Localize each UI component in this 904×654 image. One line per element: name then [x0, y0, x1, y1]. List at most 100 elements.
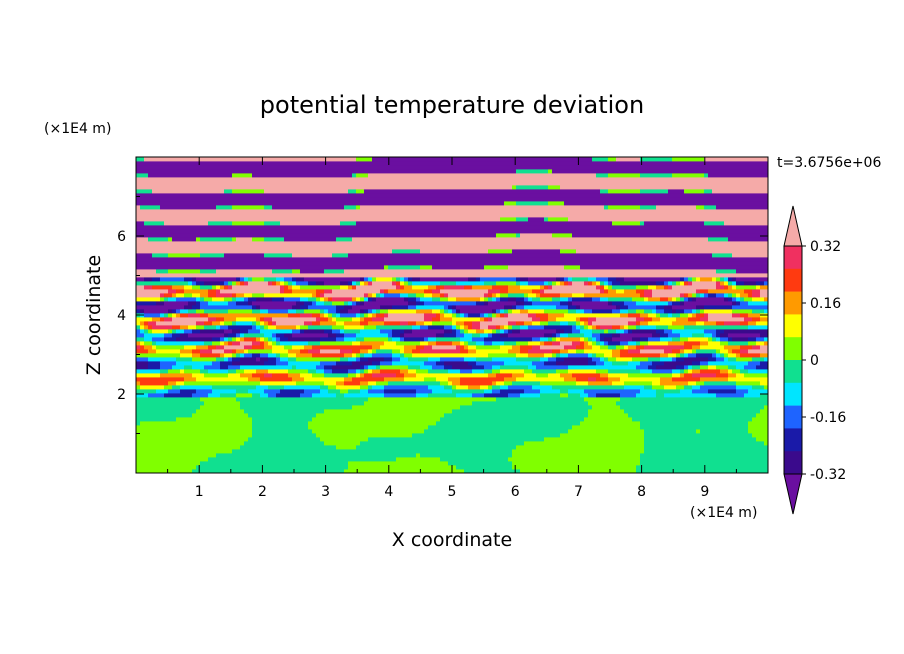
- field-cell: [256, 337, 261, 342]
- field-cell: [220, 341, 225, 346]
- field-cell: [192, 305, 197, 310]
- field-cell: [324, 461, 329, 466]
- field-cell: [148, 349, 153, 354]
- field-cell: [248, 365, 253, 370]
- field-cell: [240, 349, 245, 354]
- field-cell: [228, 465, 233, 470]
- field-cell: [292, 325, 297, 330]
- field-cell: [176, 257, 181, 262]
- field-cell: [376, 469, 381, 473]
- field-cell: [252, 285, 257, 290]
- field-cell: [308, 373, 313, 378]
- field-cell: [240, 257, 245, 262]
- field-cell: [260, 405, 265, 410]
- field-cell: [272, 341, 277, 346]
- field-cell: [244, 425, 249, 430]
- field-cell: [308, 229, 313, 234]
- field-cell: [140, 453, 145, 458]
- field-cell: [300, 429, 305, 434]
- field-cell: [380, 357, 385, 362]
- field-cell: [300, 281, 305, 286]
- field-cell: [268, 445, 273, 450]
- field-cell: [200, 185, 205, 190]
- field-cell: [216, 257, 221, 262]
- field-cell: [360, 381, 365, 386]
- field-cell: [372, 345, 377, 350]
- field-cell: [248, 297, 253, 302]
- field-cell: [328, 157, 333, 162]
- field-cell: [236, 369, 241, 374]
- field-cell: [256, 277, 261, 282]
- field-cell: [172, 257, 177, 262]
- field-cell: [260, 209, 265, 214]
- field-cell: [276, 265, 281, 270]
- field-cell: [208, 413, 213, 418]
- field-cell: [260, 217, 265, 222]
- field-cell: [388, 457, 393, 462]
- field-cell: [356, 229, 361, 234]
- field-cell: [196, 157, 201, 162]
- field-cell: [228, 309, 233, 314]
- field-cell: [260, 361, 265, 366]
- field-cell: [252, 405, 257, 410]
- field-cell: [376, 273, 381, 278]
- field-cell: [296, 213, 301, 218]
- field-cell: [268, 297, 273, 302]
- field-cell: [216, 309, 221, 314]
- field-cell: [272, 433, 277, 438]
- field-cell: [160, 369, 165, 374]
- field-cell: [156, 169, 161, 174]
- field-cell: [244, 461, 249, 466]
- field-cell: [292, 393, 297, 398]
- field-cell: [208, 377, 213, 382]
- field-cell: [368, 301, 373, 306]
- field-cell: [288, 369, 293, 374]
- field-cell: [384, 253, 389, 258]
- field-cell: [272, 189, 277, 194]
- field-cell: [292, 201, 297, 206]
- field-cell: [356, 189, 361, 194]
- field-cell: [368, 321, 373, 326]
- field-cell: [380, 429, 385, 434]
- field-cell: [228, 429, 233, 434]
- field-cell: [204, 193, 209, 198]
- field-cell: [160, 353, 165, 358]
- field-cell: [292, 165, 297, 170]
- field-cell: [204, 345, 209, 350]
- field-cell: [144, 357, 149, 362]
- field-cell: [360, 437, 365, 442]
- field-cell: [196, 293, 201, 298]
- field-cell: [204, 469, 209, 473]
- field-cell: [148, 409, 153, 414]
- field-cell: [216, 313, 221, 318]
- field-cell: [276, 289, 281, 294]
- field-cell: [356, 277, 361, 282]
- field-cell: [312, 341, 317, 346]
- field-cell: [192, 233, 197, 238]
- field-cell: [220, 273, 225, 278]
- field-cell: [148, 261, 153, 266]
- field-cell: [240, 169, 245, 174]
- field-cell: [284, 349, 289, 354]
- field-cell: [304, 385, 309, 390]
- field-cell: [272, 333, 277, 338]
- field-cell: [272, 181, 277, 186]
- field-cell: [152, 381, 157, 386]
- field-cell: [372, 385, 377, 390]
- field-cell: [244, 441, 249, 446]
- field-cell: [304, 261, 309, 266]
- field-cell: [340, 433, 345, 438]
- field-cell: [196, 297, 201, 302]
- field-cell: [164, 289, 169, 294]
- field-cell: [204, 253, 209, 258]
- field-cell: [180, 209, 185, 214]
- field-cell: [212, 293, 217, 298]
- field-cell: [304, 165, 309, 170]
- field-cell: [312, 337, 317, 342]
- field-cell: [336, 461, 341, 466]
- field-cell: [356, 421, 361, 426]
- field-cell: [348, 317, 353, 322]
- field-cell: [208, 337, 213, 342]
- field-cell: [284, 189, 289, 194]
- field-cell: [208, 469, 213, 473]
